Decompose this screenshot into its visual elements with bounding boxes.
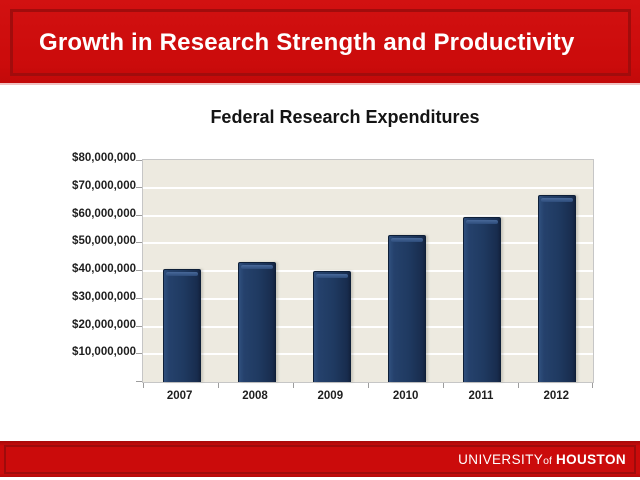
y-axis-label: $80,000,000 (72, 152, 136, 164)
x-axis-label: 2011 (468, 390, 494, 402)
y-axis-tick (136, 325, 142, 327)
x-axis-label: 2010 (392, 390, 419, 402)
x-axis-tick (218, 383, 219, 388)
gridline (143, 242, 593, 245)
x-axis-tick (143, 383, 144, 388)
y-axis-tick (136, 353, 142, 355)
gridline (143, 353, 593, 356)
bar-2010 (387, 235, 426, 382)
chart-title: Federal Research Expenditures (210, 107, 480, 127)
x-axis-label: 2007 (166, 390, 193, 402)
gridline (143, 186, 593, 189)
logo-houston: HOUSTON (555, 451, 626, 467)
x-axis-tick (443, 383, 444, 388)
logo-of: of (543, 454, 552, 467)
bar-2012 (537, 195, 576, 382)
x-axis-tick (368, 383, 369, 388)
bar-2011 (462, 217, 501, 382)
y-axis-tick (136, 214, 142, 216)
y-axis-tick (136, 160, 142, 161)
university-of-houston-logo: UNIVERSITYof HOUSTON (458, 452, 626, 468)
y-axis-label: $10,000,000 (72, 346, 136, 359)
plot-area (136, 159, 594, 388)
y-axis-label: $20,000,000 (72, 318, 136, 331)
x-axis-labels: 2007 2008 2009 2010 2011 2012 (142, 390, 594, 402)
bar-2007 (162, 269, 201, 382)
x-axis-tick (592, 383, 593, 388)
gridline (143, 325, 593, 328)
y-axis-tick (136, 242, 142, 244)
title-banner-frame: Growth in Research Strength and Producti… (10, 9, 631, 76)
y-axis-tick (136, 186, 142, 188)
footer-frame: UNIVERSITYof HOUSTON (4, 445, 636, 474)
y-axis-tick (136, 381, 142, 382)
slide-title: Growth in Research Strength and Producti… (39, 28, 575, 56)
y-axis-labels: $10,000,000 $20,000,000 $30,000,000 $40,000… (30, 152, 136, 381)
logo-university: UNIVERSITY (458, 451, 544, 467)
bar-2008 (237, 262, 276, 382)
bar-2009 (312, 271, 351, 382)
gridline (143, 270, 593, 272)
y-axis-label: $30,000,000 (72, 290, 136, 303)
y-axis-label: $50,000,000 (72, 235, 136, 248)
y-axis-label: $60,000,000 (72, 207, 136, 220)
footer-banner: UNIVERSITYof HOUSTON (0, 441, 640, 477)
y-axis-tick (136, 297, 142, 299)
x-axis-tick (518, 383, 519, 388)
x-axis-tick (293, 383, 294, 388)
y-axis-label: $40,000,000 (72, 263, 136, 275)
x-axis-label: 2009 (317, 390, 344, 402)
x-axis-label: 2008 (242, 390, 268, 402)
y-axis-label: $70,000,000 (72, 179, 136, 192)
title-banner: Growth in Research Strength and Producti… (0, 0, 640, 83)
y-axis-tick (136, 270, 142, 271)
gridline (143, 297, 593, 300)
gridline (143, 214, 593, 217)
x-axis-label: 2012 (543, 390, 570, 402)
